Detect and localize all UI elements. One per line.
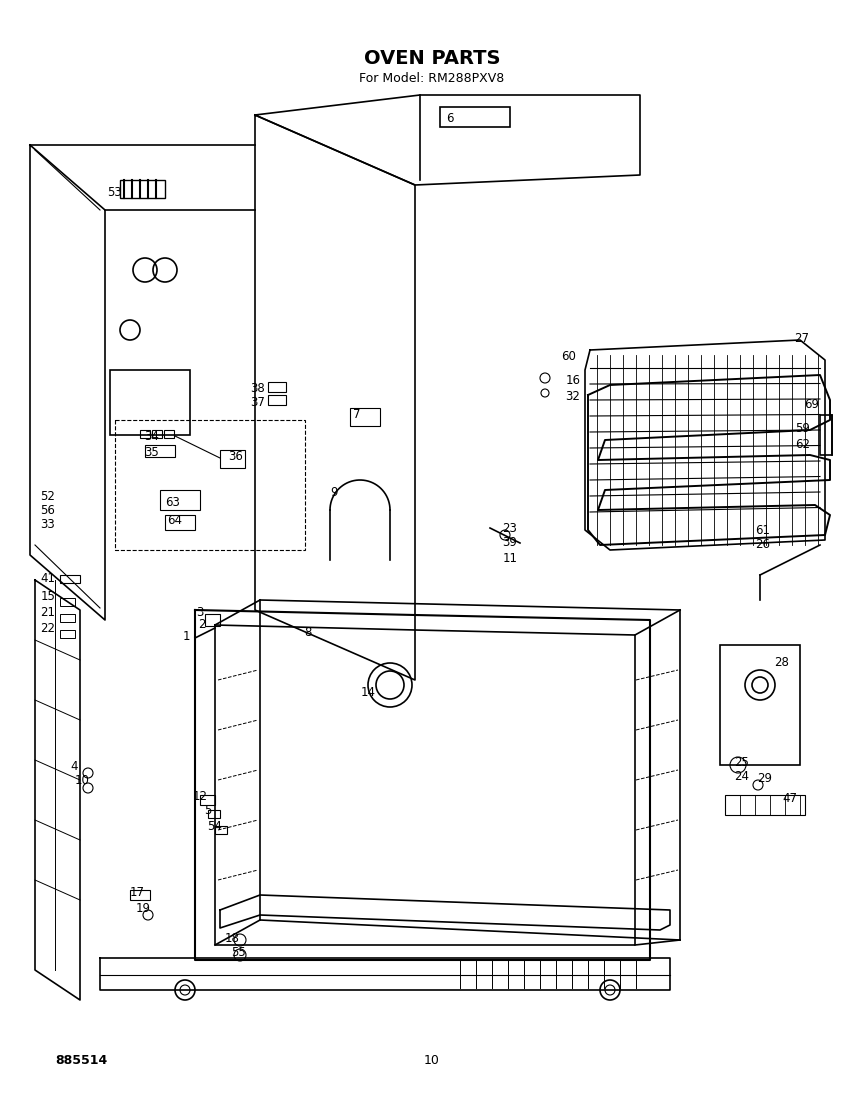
- Bar: [60, 598, 75, 606]
- Bar: [140, 430, 150, 438]
- Text: 28: 28: [774, 657, 790, 670]
- Text: 21: 21: [41, 605, 55, 618]
- Text: 12: 12: [193, 789, 207, 802]
- Bar: [208, 810, 220, 818]
- Bar: [725, 795, 805, 815]
- Text: 32: 32: [566, 389, 581, 402]
- Text: 38: 38: [251, 381, 265, 395]
- Text: 36: 36: [229, 449, 244, 463]
- Text: 59: 59: [796, 422, 810, 434]
- Bar: [130, 890, 150, 900]
- Text: 61: 61: [755, 524, 771, 537]
- Text: 16: 16: [566, 374, 581, 387]
- Text: 39: 39: [503, 537, 518, 549]
- Text: 33: 33: [41, 518, 55, 532]
- Text: 17: 17: [130, 887, 144, 900]
- Bar: [60, 614, 75, 623]
- Bar: [60, 630, 75, 638]
- Text: 8: 8: [304, 627, 312, 639]
- Text: 24: 24: [734, 770, 749, 784]
- Text: 23: 23: [503, 522, 518, 535]
- Text: 60: 60: [562, 351, 576, 364]
- Bar: [120, 180, 165, 198]
- Text: 55: 55: [231, 947, 245, 959]
- Text: For Model: RM288PXV8: For Model: RM288PXV8: [359, 71, 505, 84]
- Bar: [350, 408, 380, 426]
- Bar: [145, 445, 175, 457]
- Text: 69: 69: [804, 399, 819, 411]
- Bar: [720, 646, 800, 765]
- Text: 64: 64: [168, 514, 182, 526]
- Bar: [152, 430, 162, 438]
- Text: 14: 14: [360, 686, 376, 699]
- Text: 47: 47: [783, 791, 797, 804]
- Bar: [115, 420, 305, 550]
- Text: 52: 52: [41, 490, 55, 502]
- Text: 62: 62: [796, 438, 810, 452]
- Text: 3: 3: [196, 605, 204, 618]
- Text: 9: 9: [330, 486, 338, 499]
- Bar: [205, 614, 220, 626]
- Text: 11: 11: [503, 551, 518, 564]
- Text: 6: 6: [446, 112, 454, 125]
- Text: 18: 18: [225, 932, 239, 945]
- Text: 15: 15: [41, 590, 55, 603]
- Text: 41: 41: [41, 571, 55, 584]
- Text: 53: 53: [108, 186, 123, 199]
- Text: OVEN PARTS: OVEN PARTS: [364, 48, 500, 68]
- Text: 29: 29: [758, 772, 772, 785]
- Bar: [820, 415, 832, 455]
- Text: 37: 37: [251, 397, 265, 410]
- Bar: [110, 370, 190, 435]
- Bar: [164, 430, 174, 438]
- Bar: [60, 575, 80, 583]
- Bar: [160, 490, 200, 510]
- Bar: [268, 383, 286, 392]
- Text: 56: 56: [41, 503, 55, 516]
- Text: 54: 54: [207, 820, 222, 833]
- Text: 7: 7: [353, 409, 361, 422]
- Text: 25: 25: [734, 755, 749, 768]
- Bar: [165, 515, 195, 530]
- Text: 4: 4: [70, 761, 78, 774]
- Text: 10: 10: [74, 775, 90, 788]
- Text: 5: 5: [204, 804, 212, 818]
- Text: 63: 63: [166, 496, 181, 510]
- Bar: [268, 395, 286, 406]
- Bar: [440, 107, 510, 127]
- Text: 885514: 885514: [55, 1053, 107, 1066]
- Text: 35: 35: [144, 445, 159, 458]
- Bar: [220, 450, 245, 468]
- Text: 2: 2: [198, 618, 206, 631]
- Text: 26: 26: [755, 538, 771, 551]
- Bar: [215, 826, 227, 834]
- Text: 19: 19: [136, 902, 150, 914]
- Text: 10: 10: [424, 1053, 440, 1066]
- Text: 1: 1: [182, 630, 190, 643]
- Text: 34: 34: [144, 431, 160, 444]
- Text: 27: 27: [795, 331, 810, 344]
- Bar: [200, 795, 215, 804]
- Text: 22: 22: [41, 621, 55, 635]
